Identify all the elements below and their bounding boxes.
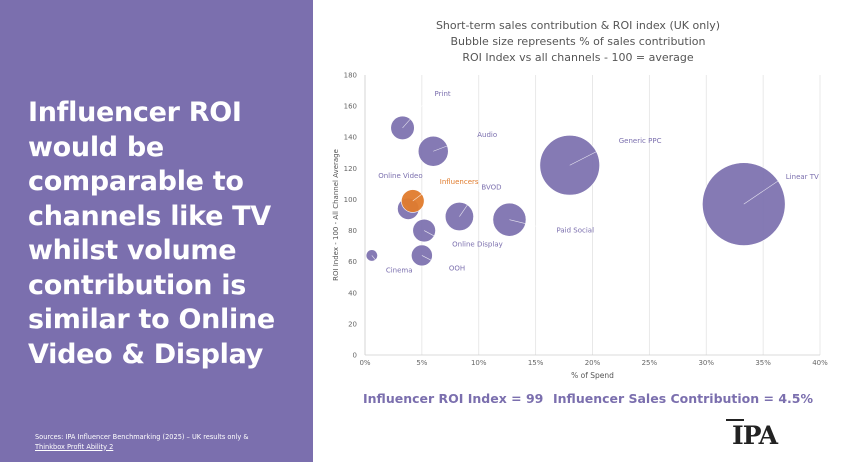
- label-online-display: Online Display: [452, 241, 503, 249]
- x-tick-label: 15%: [528, 359, 544, 367]
- chart-title-line3: ROI Index vs all channels - 100 = averag…: [462, 51, 694, 64]
- x-tick-label: 5%: [416, 359, 427, 367]
- left-panel: Influencer ROI would be comparable to ch…: [0, 0, 313, 462]
- source-link[interactable]: Thinkbox Profit Ability 2: [35, 442, 114, 451]
- label-influencers: Influencers: [440, 178, 479, 186]
- y-tick-label: 120: [344, 165, 357, 173]
- leader-line-linear-tv: [743, 176, 784, 205]
- label-audio: Audio: [477, 131, 497, 139]
- y-tick-label: 20: [348, 320, 357, 328]
- headline: Influencer ROI would be comparable to ch…: [28, 97, 275, 370]
- chart-title: Short-term sales contribution & ROI inde…: [340, 18, 816, 66]
- label-ooh: OOH: [449, 264, 465, 272]
- leader-line-audio: [433, 134, 476, 152]
- label-bvod: BVOD: [481, 184, 501, 192]
- influencer-contribution-stat: Influencer Sales Contribution = 4.5%: [553, 391, 814, 406]
- y-tick-label: 60: [348, 258, 357, 266]
- label-generic-ppc: Generic PPC: [619, 137, 662, 145]
- y-tick-label: 0: [353, 352, 357, 360]
- y-tick-label: 80: [348, 227, 357, 235]
- leader-line-influencers: [412, 181, 438, 202]
- x-tick-label: 0%: [359, 359, 370, 367]
- influencer-roi-stat: Influencer ROI Index = 99: [363, 391, 544, 406]
- source-text: Sources: IPA Influencer Benchmarking (20…: [35, 433, 249, 441]
- leader-line-ooh: [421, 255, 448, 269]
- ipa-logo: IPA: [725, 419, 778, 450]
- x-tick-label: 30%: [698, 359, 714, 367]
- y-tick-label: 100: [344, 196, 357, 204]
- x-tick-label: 20%: [585, 359, 601, 367]
- leader-line-online-display: [424, 230, 451, 245]
- label-print: Print: [435, 90, 451, 98]
- x-tick-label: 40%: [812, 359, 828, 367]
- x-tick-label: 10%: [471, 359, 487, 367]
- leader-line-generic-ppc: [569, 140, 617, 166]
- chart-title-line1: Short-term sales contribution & ROI inde…: [435, 19, 721, 32]
- leader-line-paid-social: [509, 219, 555, 231]
- leader-line-cinema: [371, 255, 385, 271]
- label-paid-social: Paid Social: [556, 227, 594, 235]
- y-tick-label: 180: [344, 72, 357, 80]
- x-tick-label: 35%: [755, 359, 771, 367]
- y-tick-label: 40: [348, 289, 357, 297]
- y-tick-label: 160: [344, 103, 357, 111]
- leader-line-bvod: [459, 187, 480, 217]
- label-linear-tv: Linear TV: [786, 173, 819, 181]
- x-tick-label: 25%: [642, 359, 658, 367]
- label-online-video: Online Video: [378, 172, 422, 180]
- y-tick-label: 140: [344, 134, 357, 142]
- chart-title-line2: Bubble size represents % of sales contri…: [450, 35, 706, 48]
- source-note: Sources: IPA Influencer Benchmarking (20…: [35, 433, 310, 452]
- label-cinema: Cinema: [386, 266, 413, 274]
- leader-line-print: [402, 93, 433, 129]
- y-axis-label: ROI Index - 100 - All Channel Average: [332, 149, 340, 281]
- x-axis-label: % of Spend: [571, 371, 614, 380]
